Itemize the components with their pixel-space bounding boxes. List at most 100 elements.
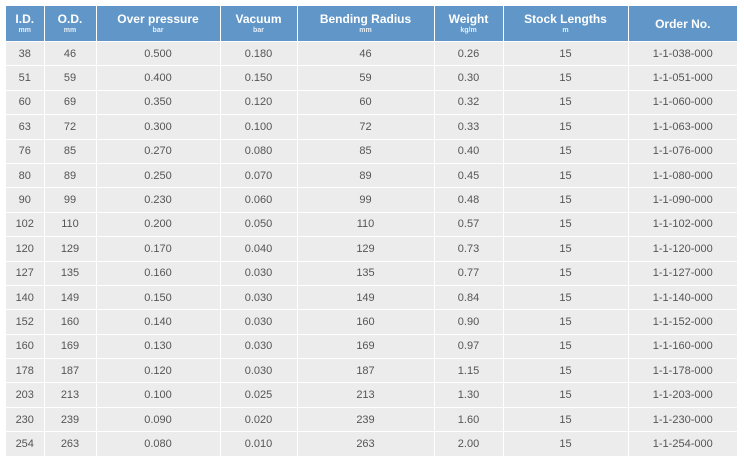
table-cell: 0.500 xyxy=(96,41,221,67)
table-cell: 0.26 xyxy=(434,41,504,67)
column-header-label: Over pressure xyxy=(117,11,199,26)
table-cell: 1-1-120-000 xyxy=(628,236,737,262)
table-cell: 15 xyxy=(503,41,629,67)
table-cell: 1-1-203-000 xyxy=(628,382,737,408)
table-cell: 1-1-076-000 xyxy=(628,139,737,164)
table-cell: 0.020 xyxy=(220,407,298,433)
table-cell: 0.140 xyxy=(96,309,221,335)
table-row: 152 160 0.140 0.030 160 0.90 15 1-1-152-000 xyxy=(6,309,737,335)
table-row: 140 149 0.150 0.030 149 0.84 15 1-1-140-000 xyxy=(6,285,737,311)
table-cell: 149 xyxy=(297,285,435,311)
table-cell: 0.030 xyxy=(220,334,298,360)
table-cell: 0.230 xyxy=(96,187,221,213)
table-cell: 0.32 xyxy=(434,90,504,116)
table-cell: 15 xyxy=(503,285,629,311)
column-header: O.D. mm xyxy=(44,6,97,42)
table-cell: 38 xyxy=(6,41,45,67)
table-cell: 187 xyxy=(297,358,435,384)
table-cell: 1-1-060-000 xyxy=(628,90,737,116)
table-cell: 15 xyxy=(503,407,629,433)
table-cell: 0.030 xyxy=(220,261,298,286)
table-cell: 0.040 xyxy=(220,236,298,262)
table-cell: 129 xyxy=(297,236,435,262)
column-header-label: I.D. xyxy=(15,11,35,26)
table-cell: 1-1-127-000 xyxy=(628,261,737,286)
column-header: I.D. mm xyxy=(6,6,45,42)
table-cell: 15 xyxy=(503,334,629,360)
table-cell: 160 xyxy=(297,309,435,335)
table-cell: 76 xyxy=(6,139,45,164)
column-header-label: Stock Lengths xyxy=(524,11,607,26)
table-cell: 1-1-090-000 xyxy=(628,187,737,213)
table-cell: 0.300 xyxy=(96,114,221,140)
table-cell: 213 xyxy=(297,382,435,408)
table-cell: 0.030 xyxy=(220,309,298,335)
column-header-label: Bending Radius xyxy=(319,11,412,26)
table-cell: 263 xyxy=(297,431,435,457)
table-cell: 60 xyxy=(297,90,435,116)
table-cell: 0.120 xyxy=(220,90,298,116)
table-cell: 0.33 xyxy=(434,114,504,140)
table-cell: 0.100 xyxy=(220,114,298,140)
column-header-unit: m xyxy=(562,26,569,34)
column-header: Bending Radius mm xyxy=(297,6,435,42)
table-cell: 0.48 xyxy=(434,187,504,213)
table-cell: 0.080 xyxy=(96,431,221,457)
column-header-unit: mm xyxy=(359,26,372,34)
column-header-unit: bar xyxy=(253,26,264,34)
table-cell: 135 xyxy=(297,261,435,286)
table-cell: 169 xyxy=(44,334,97,360)
table-cell: 0.97 xyxy=(434,334,504,360)
table-cell: 239 xyxy=(297,407,435,433)
column-header: Stock Lengths m xyxy=(503,6,629,42)
table-cell: 72 xyxy=(297,114,435,140)
table-row: 51 59 0.400 0.150 59 0.30 15 1-1-051-000 xyxy=(6,65,737,91)
table-cell: 15 xyxy=(503,358,629,384)
table-row: 63 72 0.300 0.100 72 0.33 15 1-1-063-000 xyxy=(6,114,737,140)
table-cell: 85 xyxy=(297,139,435,164)
table-cell: 1-1-140-000 xyxy=(628,285,737,311)
table-cell: 0.270 xyxy=(96,139,221,164)
column-header-unit: bar xyxy=(152,26,164,34)
table-cell: 0.200 xyxy=(96,212,221,238)
table-cell: 0.30 xyxy=(434,65,504,91)
table-cell: 160 xyxy=(44,309,97,335)
table-cell: 169 xyxy=(297,334,435,360)
table-cell: 178 xyxy=(6,358,45,384)
table-cell: 0.070 xyxy=(220,163,298,189)
table-cell: 15 xyxy=(503,236,629,262)
table-cell: 0.400 xyxy=(96,65,221,91)
table-cell: 140 xyxy=(6,285,45,311)
table-cell: 203 xyxy=(6,382,45,408)
table-cell: 0.150 xyxy=(96,285,221,311)
table-cell: 15 xyxy=(503,65,629,91)
table-cell: 80 xyxy=(6,163,45,189)
table-cell: 15 xyxy=(503,90,629,116)
table-cell: 1-1-178-000 xyxy=(628,358,737,384)
table-cell: 15 xyxy=(503,261,629,286)
column-header: Vacuum bar xyxy=(220,6,298,42)
table-cell: 1.60 xyxy=(434,407,504,433)
table-cell: 1.15 xyxy=(434,358,504,384)
table-cell: 213 xyxy=(44,382,97,408)
table-cell: 0.100 xyxy=(96,382,221,408)
table-cell: 0.73 xyxy=(434,236,504,262)
table-cell: 15 xyxy=(503,139,629,164)
table-cell: 152 xyxy=(6,309,45,335)
table-cell: 69 xyxy=(44,90,97,116)
table-cell: 59 xyxy=(44,65,97,91)
table-cell: 0.40 xyxy=(434,139,504,164)
column-header-label: Weight xyxy=(448,11,489,26)
table-row: 38 46 0.500 0.180 46 0.26 15 1-1-038-000 xyxy=(6,41,737,67)
table-row: 90 99 0.230 0.060 99 0.48 15 1-1-090-000 xyxy=(6,187,737,213)
table-cell: 15 xyxy=(503,212,629,238)
table-cell: 102 xyxy=(6,212,45,238)
table-cell: 0.180 xyxy=(220,41,298,67)
table-cell: 263 xyxy=(44,431,97,457)
table-cell: 72 xyxy=(44,114,97,140)
table-row: 76 85 0.270 0.080 85 0.40 15 1-1-076-000 xyxy=(6,139,737,164)
table-cell: 0.170 xyxy=(96,236,221,262)
table-cell: 89 xyxy=(44,163,97,189)
table-cell: 1-1-152-000 xyxy=(628,309,737,335)
table-cell: 99 xyxy=(44,187,97,213)
